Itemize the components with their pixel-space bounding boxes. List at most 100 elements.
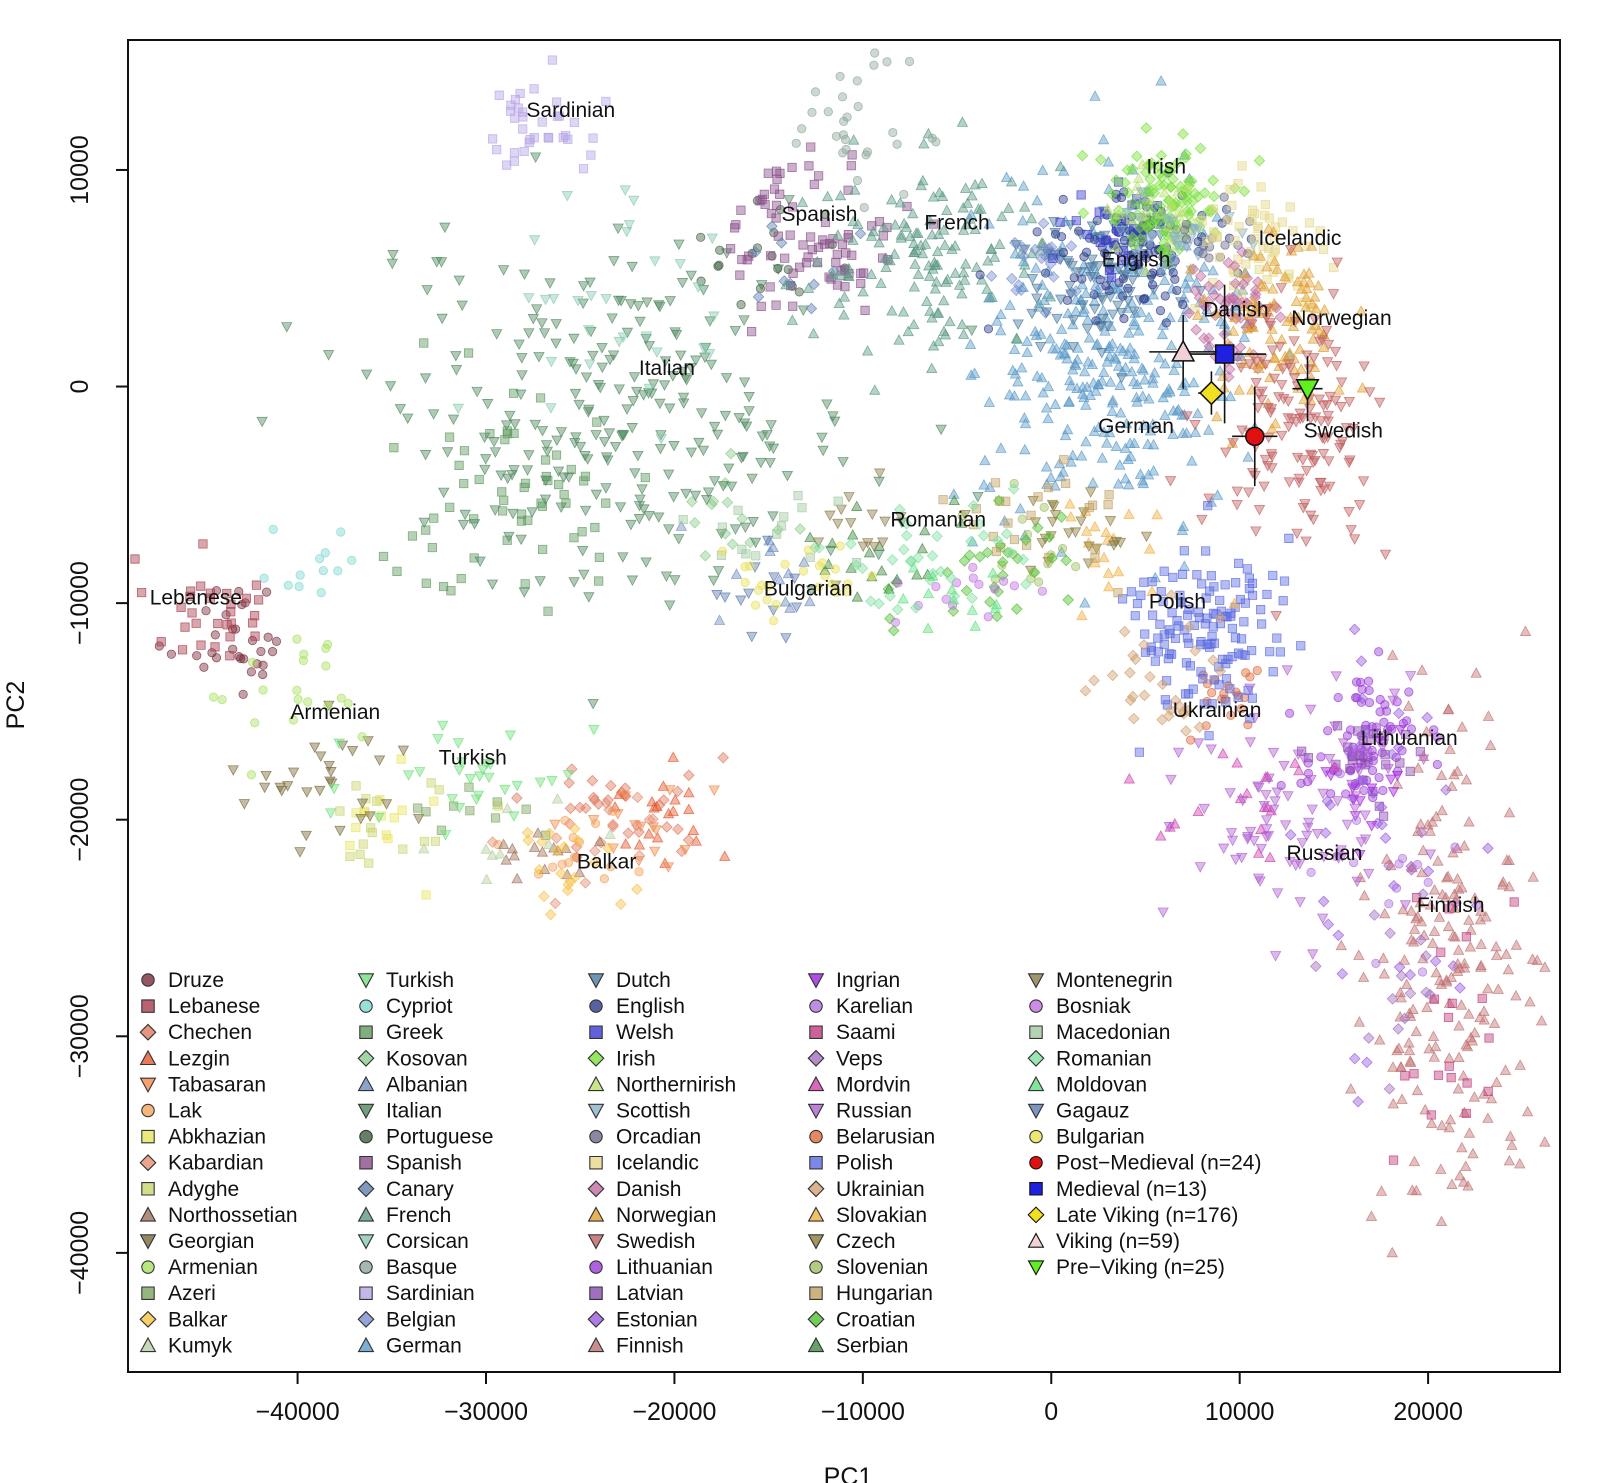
data-point xyxy=(529,84,539,94)
data-point xyxy=(1142,468,1155,480)
data-point xyxy=(941,204,953,215)
data-point xyxy=(1148,285,1160,296)
data-point xyxy=(633,849,646,862)
data-point xyxy=(208,692,219,702)
data-point xyxy=(1120,417,1133,429)
data-point xyxy=(578,569,590,581)
data-point xyxy=(345,851,355,862)
data-point xyxy=(1140,647,1151,657)
data-point xyxy=(1333,692,1343,703)
data-point xyxy=(737,451,749,463)
data-point xyxy=(1082,229,1092,240)
data-point xyxy=(221,610,231,620)
data-point xyxy=(444,432,455,442)
data-point xyxy=(321,661,331,671)
legend-label: Icelandic xyxy=(616,1152,699,1175)
data-point xyxy=(414,767,426,778)
data-point xyxy=(679,844,691,856)
data-point xyxy=(318,566,328,576)
data-point xyxy=(529,419,541,431)
data-point xyxy=(1230,235,1240,246)
data-point xyxy=(794,287,804,297)
cluster-label: Bulgarian xyxy=(764,578,853,601)
data-point xyxy=(1153,351,1165,363)
data-point xyxy=(1139,577,1149,587)
data-point xyxy=(1128,375,1140,387)
data-point xyxy=(559,489,569,500)
data-point xyxy=(705,359,718,371)
legend-label: Croatian xyxy=(836,1308,915,1331)
data-point xyxy=(1168,572,1178,583)
data-point xyxy=(456,573,466,584)
data-point xyxy=(271,636,282,646)
data-point xyxy=(797,305,809,316)
data-point xyxy=(1033,492,1043,502)
data-point xyxy=(180,622,190,632)
data-point xyxy=(1118,291,1128,301)
data-point xyxy=(673,534,685,545)
data-point xyxy=(555,427,568,438)
legend-label: Viking (n=59) xyxy=(1056,1230,1180,1253)
legend-label: Greek xyxy=(386,1021,444,1044)
data-point xyxy=(696,232,706,242)
data-point xyxy=(544,908,557,921)
y-axis: −40000 −30000 −20000 −10000 0 10000 xyxy=(66,135,128,1295)
data-point xyxy=(1436,947,1446,957)
legend-label: Pre−Viking (n=25) xyxy=(1056,1256,1225,1279)
data-point xyxy=(631,883,643,896)
data-point xyxy=(521,826,534,839)
data-point xyxy=(614,502,627,513)
data-point xyxy=(1134,260,1144,270)
data-point xyxy=(847,250,857,260)
cluster-label: Finnish xyxy=(1417,894,1485,917)
data-point xyxy=(651,800,663,811)
data-point xyxy=(177,645,188,655)
data-point xyxy=(957,328,970,339)
data-point xyxy=(1112,478,1125,489)
data-point xyxy=(718,546,728,556)
data-point xyxy=(606,313,618,324)
data-point xyxy=(693,437,705,449)
data-point xyxy=(294,581,304,592)
data-point xyxy=(847,134,860,145)
data-point xyxy=(1021,346,1033,357)
data-point xyxy=(1044,332,1056,344)
data-point xyxy=(817,558,827,568)
legend-label: Swedish xyxy=(616,1230,695,1253)
data-point xyxy=(606,862,616,872)
data-point xyxy=(1092,216,1102,226)
data-point xyxy=(783,195,795,206)
data-point xyxy=(1065,289,1077,301)
data-point xyxy=(996,210,1008,222)
data-point xyxy=(590,430,602,441)
data-point xyxy=(207,648,217,658)
data-point xyxy=(838,148,848,158)
data-point xyxy=(1098,366,1110,377)
data-point xyxy=(807,107,817,117)
data-point xyxy=(1041,268,1051,278)
data-point xyxy=(1064,374,1076,386)
data-point xyxy=(659,356,672,367)
data-point xyxy=(806,232,816,242)
data-point xyxy=(258,669,268,680)
legend-label: Ingrian xyxy=(836,969,900,992)
data-point xyxy=(1019,443,1031,455)
data-point xyxy=(464,782,474,792)
data-point xyxy=(805,302,818,315)
data-point xyxy=(1227,623,1238,634)
data-point xyxy=(1088,304,1101,315)
data-point xyxy=(1018,411,1031,423)
data-point xyxy=(1101,437,1113,448)
data-point xyxy=(1235,594,1246,605)
data-point xyxy=(346,745,359,757)
data-point xyxy=(972,491,984,503)
data-point xyxy=(343,698,353,708)
data-point xyxy=(1241,668,1251,678)
data-point xyxy=(1375,707,1385,717)
data-point xyxy=(292,634,302,644)
data-point xyxy=(1147,438,1160,450)
data-point xyxy=(798,240,808,250)
data-point xyxy=(835,541,845,551)
data-point xyxy=(1009,581,1019,591)
legend-label: Czech xyxy=(836,1230,896,1253)
